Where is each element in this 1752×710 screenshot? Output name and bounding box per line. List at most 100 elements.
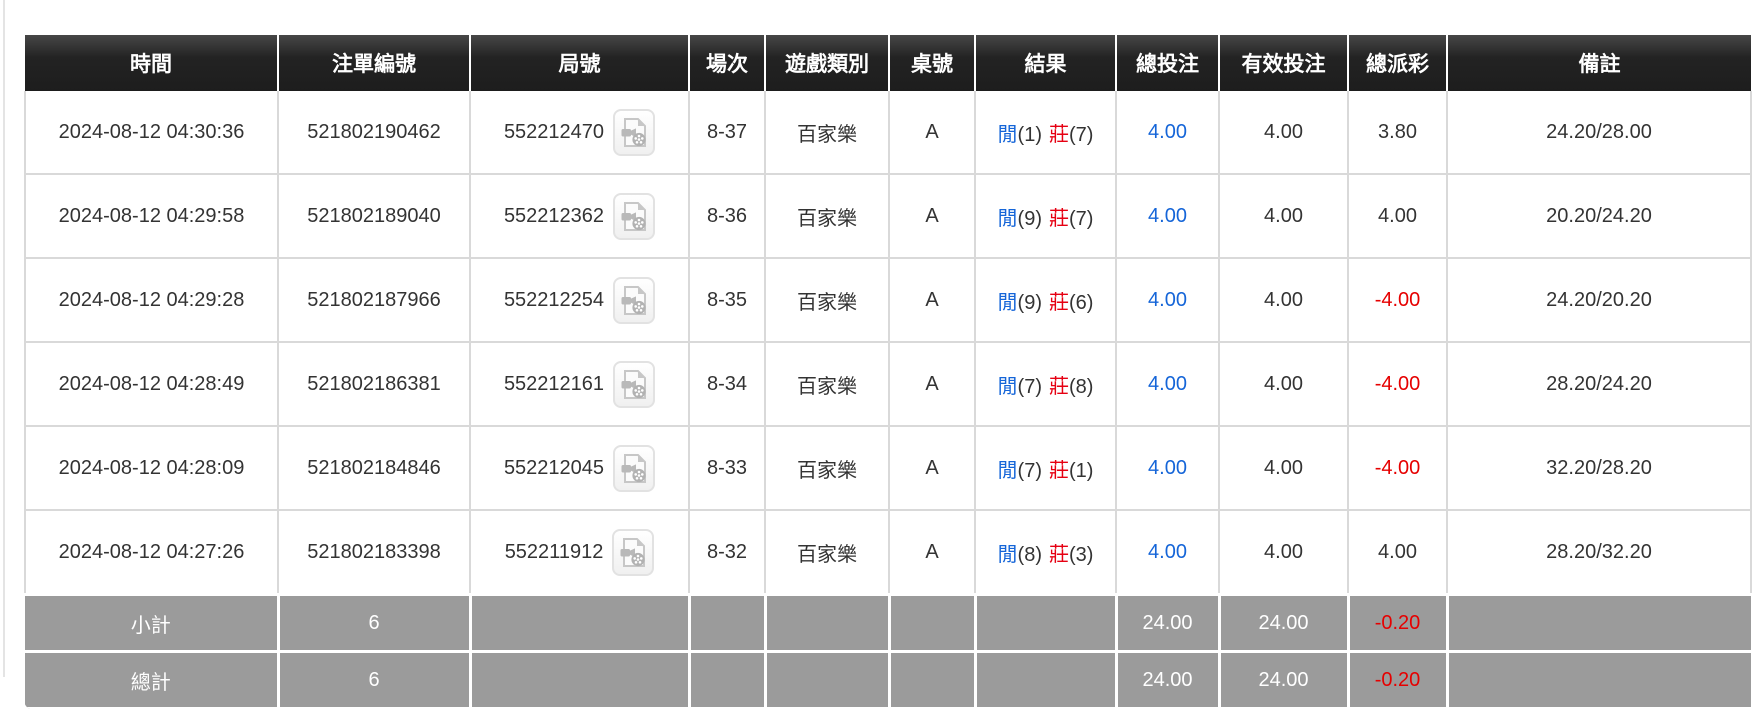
banker-result-label: 莊 (1049, 207, 1069, 230)
cell-table-no: A (888, 173, 976, 259)
cell-total-bet: 4.00 (1115, 91, 1220, 175)
table-row: 2024-08-12 04:30:36 521802190462 5522124… (24, 91, 1752, 175)
banker-result-label: 莊 (1049, 291, 1069, 314)
banker-result-points: (7) (1069, 207, 1094, 230)
table-footer: 小計 6 24.00 24.00 -0.20 總計 6 24.00 24.00 … (25, 593, 1751, 710)
subtotal-total-payout: -0.20 (1346, 593, 1449, 653)
cell-total-bet: 4.00 (1115, 173, 1220, 259)
banker-result-label: 莊 (1049, 123, 1069, 146)
player-result-label: 閒 (997, 291, 1018, 314)
cell-session: 8-36 (688, 173, 766, 259)
cell-total-payout: 4.00 (1347, 173, 1448, 259)
col-header-bet-id: 注單編號 (278, 35, 471, 91)
video-replay-icon (621, 117, 646, 147)
player-result-label: 閒 (997, 207, 1018, 230)
round-id-text: 552212161 (503, 372, 605, 395)
total-bet-link[interactable]: 4.00 (1148, 540, 1187, 563)
col-header-table-no: 桌號 (889, 35, 976, 91)
cell-table-no: A (888, 509, 976, 596)
total-bet-link[interactable]: 4.00 (1148, 372, 1187, 395)
cell-total-payout: -4.00 (1347, 341, 1448, 427)
cell-bet-id: 521802190462 (277, 91, 471, 175)
cell-result: 閒(9) 莊(6) (974, 257, 1117, 343)
cell-time: 2024-08-12 04:30:36 (24, 91, 279, 175)
cell-session: 8-32 (688, 509, 766, 596)
cell-round-id: 552212470 (469, 91, 690, 175)
col-header-game-type: 遊戲類別 (765, 35, 890, 91)
round-id-text: 552212045 (503, 456, 605, 479)
cell-game-type: 百家樂 (764, 509, 890, 596)
cell-game-type: 百家樂 (764, 341, 890, 427)
table-row: 2024-08-12 04:29:58 521802189040 5522123… (24, 173, 1752, 259)
cell-game-type: 百家樂 (764, 91, 890, 175)
cell-bet-id: 521802187966 (277, 257, 471, 343)
cell-time: 2024-08-12 04:29:28 (24, 257, 279, 343)
video-replay-icon (621, 453, 646, 483)
cell-remark: 32.20/28.20 (1446, 425, 1752, 511)
cell-time: 2024-08-12 04:28:49 (24, 341, 279, 427)
cell-total-bet: 4.00 (1115, 257, 1220, 343)
cell-total-bet: 4.00 (1115, 509, 1220, 596)
player-result-label: 閒 (997, 123, 1018, 146)
subtotal-valid-bet: 24.00 (1217, 593, 1350, 653)
video-replay-icon (620, 537, 645, 567)
col-header-total-payout: 總派彩 (1348, 35, 1448, 91)
cell-game-type: 百家樂 (764, 173, 890, 259)
subtotal-total-bet: 24.00 (1114, 593, 1221, 653)
video-replay-button[interactable] (613, 108, 656, 156)
cell-total-bet: 4.00 (1115, 425, 1220, 511)
cell-total-payout: 3.80 (1347, 91, 1448, 175)
table-row: 2024-08-12 04:27:26 521802183398 5522119… (24, 509, 1752, 596)
video-replay-button[interactable] (613, 360, 656, 408)
cell-result: 閒(9) 莊(7) (974, 173, 1117, 259)
cell-remark: 24.20/28.00 (1446, 91, 1752, 175)
video-replay-icon (621, 285, 646, 315)
video-replay-button[interactable] (613, 276, 656, 324)
total-valid-bet: 24.00 (1217, 650, 1350, 710)
col-header-time: 時間 (25, 35, 279, 91)
banker-result-points: (3) (1069, 543, 1094, 566)
page-left-divider (3, 0, 5, 677)
player-result-label: 閒 (997, 543, 1018, 566)
cell-bet-id: 521802184846 (277, 425, 471, 511)
cell-round-id: 552211912 (469, 509, 690, 596)
banker-result-points: (6) (1069, 291, 1094, 314)
player-result-points: (9) (1017, 291, 1042, 314)
col-header-total-bet: 總投注 (1116, 35, 1220, 91)
cell-session: 8-37 (688, 91, 766, 175)
cell-game-type: 百家樂 (764, 425, 890, 511)
col-header-round-id: 局號 (470, 35, 690, 91)
cell-table-no: A (888, 425, 976, 511)
table-row: 2024-08-12 04:29:28 521802187966 5522122… (24, 257, 1752, 343)
cell-total-payout: 4.00 (1347, 509, 1448, 596)
cell-valid-bet: 4.00 (1218, 509, 1349, 596)
cell-table-no: A (888, 91, 976, 175)
cell-remark: 28.20/24.20 (1446, 341, 1752, 427)
cell-remark: 20.20/24.20 (1446, 173, 1752, 259)
total-row: 總計 6 24.00 24.00 -0.20 (25, 650, 1751, 710)
total-total-payout: -0.20 (1346, 650, 1449, 710)
video-replay-button[interactable] (612, 528, 655, 576)
video-replay-button[interactable] (613, 444, 656, 492)
total-bet-link[interactable]: 4.00 (1148, 120, 1187, 143)
cell-total-bet: 4.00 (1115, 341, 1220, 427)
total-total-bet: 24.00 (1114, 650, 1221, 710)
total-bet-link[interactable]: 4.00 (1148, 456, 1187, 479)
table-header: 時間 注單編號 局號 場次 遊戲類別 桌號 結果 總投注 有效投注 總派彩 備註 (25, 35, 1751, 91)
subtotal-row: 小計 6 24.00 24.00 -0.20 (25, 593, 1751, 653)
cell-session: 8-34 (688, 341, 766, 427)
player-result-label: 閒 (997, 459, 1018, 482)
banker-result-points: (8) (1069, 375, 1094, 398)
player-result-points: (7) (1017, 459, 1042, 482)
total-bet-link[interactable]: 4.00 (1148, 204, 1187, 227)
cell-game-type: 百家樂 (764, 257, 890, 343)
cell-bet-id: 521802183398 (277, 509, 471, 596)
bet-history-table: 時間 注單編號 局號 場次 遊戲類別 桌號 結果 總投注 有效投注 總派彩 備註… (24, 35, 1752, 710)
total-bet-link[interactable]: 4.00 (1148, 288, 1187, 311)
round-id-text: 552212254 (503, 288, 605, 311)
cell-valid-bet: 4.00 (1218, 91, 1349, 175)
video-replay-button[interactable] (613, 192, 656, 240)
player-result-points: (7) (1017, 375, 1042, 398)
col-header-session: 場次 (689, 35, 766, 91)
cell-result: 閒(7) 莊(8) (974, 341, 1117, 427)
